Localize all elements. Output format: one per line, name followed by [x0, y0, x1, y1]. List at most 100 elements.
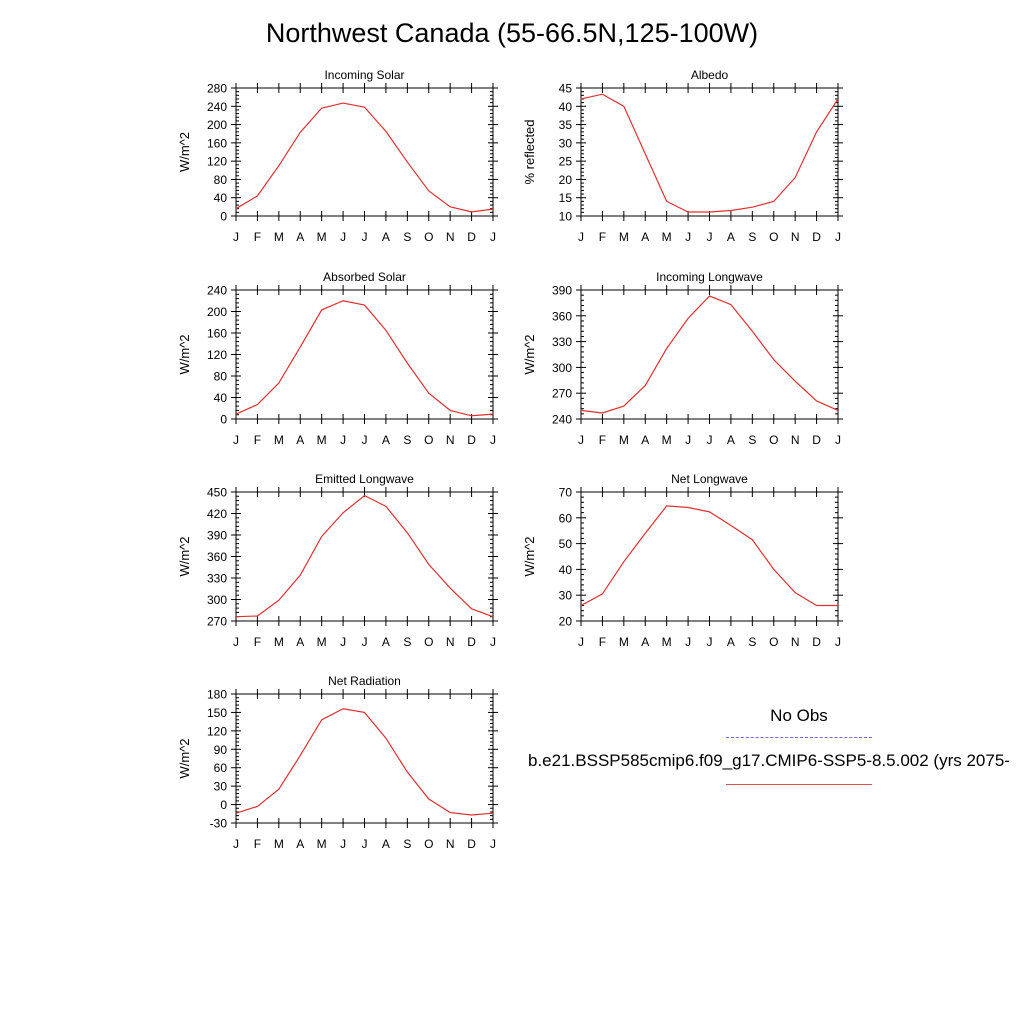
albedo-xtick-label: S	[748, 230, 756, 244]
incoming-solar-xtick-label: J	[490, 230, 496, 244]
emitted-longwave-ytick-label: 450	[207, 486, 227, 500]
absorbed-solar-xtick-label: S	[403, 433, 411, 447]
emitted-longwave-xtick-label: A	[296, 635, 304, 649]
incoming-solar-ytick-label: 160	[207, 136, 227, 150]
incoming-longwave-series-line-0	[580, 295, 839, 414]
incoming-longwave-ylabel: W/m^2	[522, 334, 537, 374]
legend-obs-label: No Obs	[770, 706, 828, 725]
incoming-solar-xtick-label: J	[233, 230, 239, 244]
absorbed-solar-xtick-label: J	[340, 433, 346, 447]
net-longwave-xtick-label: M	[662, 635, 672, 649]
absorbed-solar-xtick-label: M	[274, 433, 284, 447]
incoming-longwave-xtick-label: S	[748, 433, 756, 447]
net-longwave-xtick-label: N	[791, 635, 800, 649]
net-longwave-xtick-label: J	[685, 635, 691, 649]
albedo-xtick-label: M	[619, 230, 629, 244]
incoming-solar-title: Incoming Solar	[324, 68, 404, 82]
albedo-frame	[580, 87, 839, 217]
net-radiation-ytick-label: 90	[214, 743, 228, 757]
absorbed-solar-xtick-label: J	[362, 433, 368, 447]
incoming-longwave-ytick-label: 360	[552, 309, 572, 323]
albedo-xtick-label: M	[662, 230, 672, 244]
emitted-longwave-xtick-label: J	[233, 635, 239, 649]
emitted-longwave-ytick-label: 270	[207, 615, 227, 629]
emitted-longwave-ytick-label: 330	[207, 572, 227, 586]
absorbed-solar-ytick-label: 80	[214, 370, 228, 384]
incoming-longwave-ytick-label: 390	[552, 284, 572, 298]
incoming-solar-xtick-label: J	[362, 230, 368, 244]
incoming-longwave-xtick-label: J	[835, 433, 841, 447]
absorbed-solar-ytick-label: 40	[214, 391, 228, 405]
net-longwave-xtick-label: J	[835, 635, 841, 649]
absorbed-solar-ytick-label: 200	[207, 305, 227, 319]
net-longwave-ytick-label: 20	[559, 615, 573, 629]
emitted-longwave-xtick-label: J	[340, 635, 346, 649]
albedo-xtick-label: J	[707, 230, 713, 244]
net-radiation-ytick-label: -30	[210, 817, 228, 831]
albedo-ytick-label: 20	[559, 173, 573, 187]
net-radiation-ytick-label: 150	[207, 706, 227, 720]
incoming-solar-series-line-0	[235, 102, 494, 213]
albedo-xtick-label: J	[578, 230, 584, 244]
net-radiation-xtick-label: D	[467, 837, 476, 851]
albedo-xtick-label: F	[599, 230, 606, 244]
incoming-solar-xtick-label: J	[340, 230, 346, 244]
net-longwave-ytick-label: 70	[559, 486, 573, 500]
incoming-longwave-ytick-label: 240	[552, 413, 572, 427]
absorbed-solar-xtick-label: N	[446, 433, 455, 447]
incoming-longwave-xtick-label: M	[619, 433, 629, 447]
net-radiation-ylabel: W/m^2	[177, 738, 192, 778]
incoming-solar-ytick-label: 120	[207, 155, 227, 169]
absorbed-solar-ytick-label: 120	[207, 348, 227, 362]
net-longwave-xtick-label: O	[769, 635, 778, 649]
incoming-longwave-xtick-label: A	[641, 433, 649, 447]
albedo-xtick-label: O	[769, 230, 778, 244]
absorbed-solar-ytick-label: 0	[220, 413, 227, 427]
net-radiation-xtick-label: A	[296, 837, 304, 851]
net-longwave-ytick-label: 60	[559, 511, 573, 525]
net-longwave-xtick-label: D	[812, 635, 821, 649]
emitted-longwave-series-line-0	[235, 494, 494, 618]
absorbed-solar-ytick-label: 160	[207, 327, 227, 341]
net-radiation-ytick-label: 0	[220, 798, 227, 812]
albedo-xtick-label: D	[812, 230, 821, 244]
incoming-longwave-xtick-label: O	[769, 433, 778, 447]
albedo-ytick-label: 40	[559, 100, 573, 114]
absorbed-solar-xtick-label: A	[382, 433, 390, 447]
net-longwave-ylabel: W/m^2	[522, 536, 537, 576]
net-radiation-xtick-label: A	[382, 837, 390, 851]
absorbed-solar-xtick-label: O	[424, 433, 433, 447]
absorbed-solar-title: Absorbed Solar	[323, 270, 406, 284]
incoming-solar-xtick-label: S	[403, 230, 411, 244]
legend-obs-line	[726, 737, 872, 738]
incoming-longwave-ytick-label: 330	[552, 335, 572, 349]
incoming-longwave-frame	[580, 289, 839, 420]
incoming-longwave-xtick-label: D	[812, 433, 821, 447]
emitted-longwave-xtick-label: F	[254, 635, 261, 649]
incoming-solar-ytick-label: 0	[220, 210, 227, 224]
net-radiation-xtick-label: S	[403, 837, 411, 851]
panel-emitted-longwave: Emitted Longwave W/m^2 270 300 330 360 390 420 4…	[177, 472, 498, 649]
emitted-longwave-xtick-label: M	[274, 635, 284, 649]
albedo-ytick-label: 30	[559, 136, 573, 150]
emitted-longwave-xtick-label: A	[382, 635, 390, 649]
emitted-longwave-ytick-label: 300	[207, 593, 227, 607]
net-longwave-xtick-label: S	[748, 635, 756, 649]
absorbed-solar-ylabel: W/m^2	[177, 334, 192, 374]
albedo-xtick-label: J	[685, 230, 691, 244]
net-longwave-xtick-label: J	[707, 635, 713, 649]
emitted-longwave-ytick-label: 420	[207, 507, 227, 521]
albedo-xtick-label: A	[641, 230, 649, 244]
incoming-solar-xtick-label: D	[467, 230, 476, 244]
net-longwave-title: Net Longwave	[671, 472, 748, 486]
net-longwave-xtick-label: J	[578, 635, 584, 649]
net-radiation-xtick-label: J	[362, 837, 368, 851]
incoming-longwave-title: Incoming Longwave	[656, 270, 763, 284]
incoming-longwave-ytick-label: 300	[552, 361, 572, 375]
emitted-longwave-xtick-label: O	[424, 635, 433, 649]
net-radiation-xtick-label: M	[274, 837, 284, 851]
incoming-solar-xtick-label: M	[274, 230, 284, 244]
emitted-longwave-xtick-label: J	[362, 635, 368, 649]
